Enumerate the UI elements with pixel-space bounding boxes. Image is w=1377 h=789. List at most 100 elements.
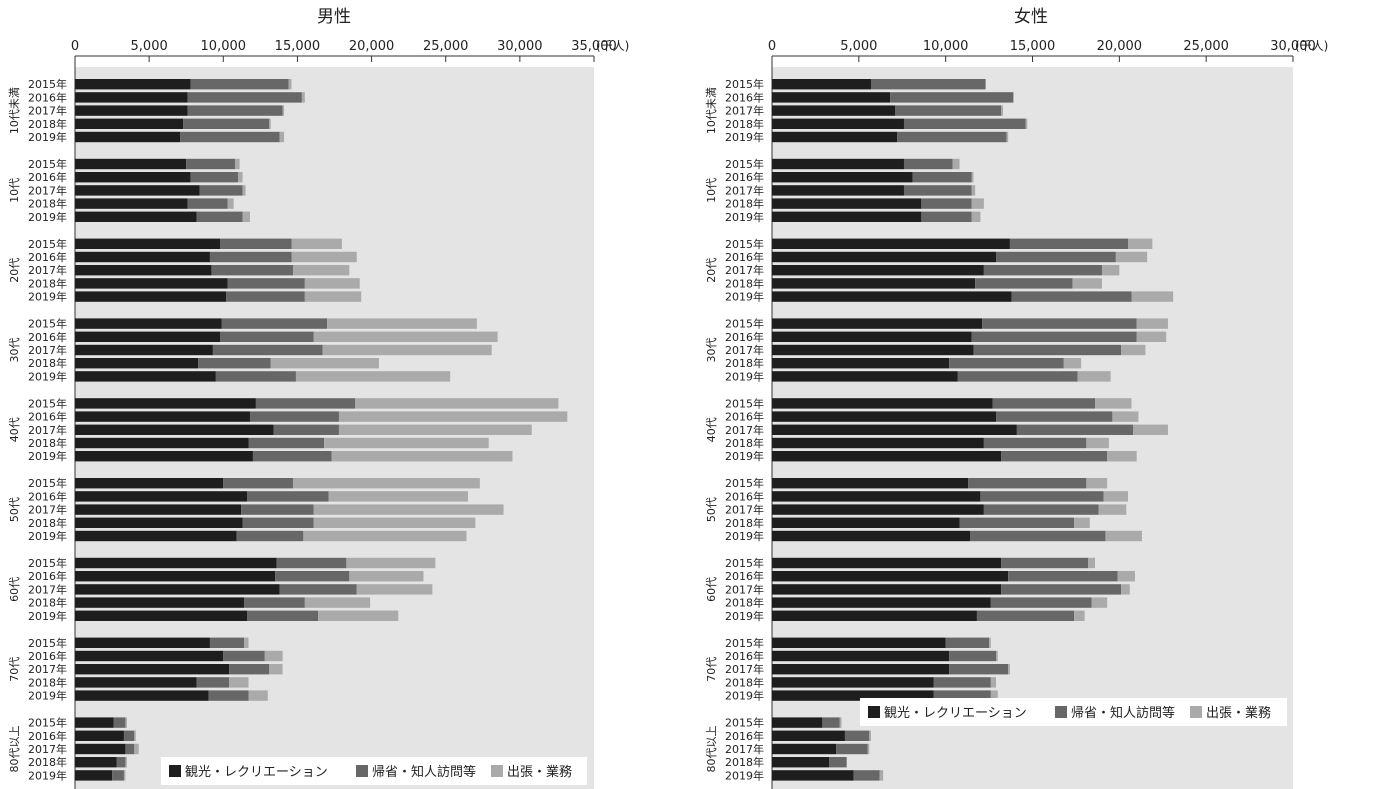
bar-segment: [772, 411, 997, 422]
bar-segment: [75, 451, 253, 462]
bar-segment: [879, 770, 884, 781]
group-label: 30代: [705, 338, 718, 363]
bar-segment: [125, 743, 135, 755]
group-label: 80代以上: [8, 726, 21, 773]
bar-segment: [822, 717, 840, 728]
year-label: 2016年: [725, 729, 764, 743]
bar-segment: [772, 584, 1002, 595]
bar-segment: [957, 371, 1078, 382]
bar-segment: [134, 730, 136, 741]
year-label: 2018年: [28, 276, 67, 290]
bar-segment: [1088, 557, 1096, 569]
legend-box: [860, 698, 1287, 726]
bar-segment: [971, 185, 976, 196]
group-label: 80代以上: [705, 726, 718, 773]
year-label: 2019年: [725, 529, 764, 543]
bar-segment: [190, 79, 289, 90]
legend-swatch: [491, 765, 503, 777]
bar-segment: [269, 118, 271, 129]
bar-segment: [123, 770, 126, 781]
bar-segment: [890, 92, 1014, 103]
bar-segment: [945, 637, 990, 648]
bar-segment: [252, 451, 332, 462]
chart-title: 女性: [1014, 7, 1048, 27]
bar-segment: [322, 344, 492, 356]
bar-segment: [1016, 424, 1134, 435]
year-label: 2016年: [28, 410, 67, 424]
bar-segment: [1001, 451, 1108, 462]
bar-segment: [949, 664, 1009, 675]
year-label: 2015年: [725, 556, 764, 570]
bar-segment: [313, 331, 498, 342]
year-label: 2017年: [28, 662, 67, 676]
legend: 観光・レクリエーション 帰省・知人訪問等 出張・業務: [860, 698, 1287, 726]
bar-segment: [236, 530, 304, 542]
bar-segment: [1011, 291, 1132, 302]
bar-segment: [1115, 251, 1148, 263]
year-label: 2016年: [725, 410, 764, 424]
bar-segment: [75, 677, 197, 688]
year-label: 2015年: [725, 317, 764, 331]
bar-segment: [903, 118, 1026, 129]
legend-label: 観光・レクリエーション: [884, 706, 1027, 721]
bar-segment: [971, 211, 981, 222]
bar-segment: [1098, 504, 1127, 515]
bar-segment: [75, 770, 113, 781]
year-label: 2015年: [725, 157, 764, 171]
bar-segment: [199, 185, 243, 196]
year-label: 2018年: [28, 516, 67, 530]
bar-segment: [772, 504, 984, 515]
bar-segment: [1121, 344, 1146, 356]
bar-segment: [1077, 371, 1111, 382]
bar-segment: [772, 398, 993, 409]
year-label: 2016年: [28, 569, 67, 583]
bar-segment: [75, 185, 200, 196]
bar-segment: [242, 517, 314, 528]
bar-segment: [229, 664, 270, 675]
legend-label: 帰省・知人訪問等: [1071, 705, 1175, 721]
bar-segment: [248, 437, 325, 449]
year-label: 2016年: [28, 489, 67, 503]
bar-segment: [772, 677, 934, 688]
bar-segment: [123, 730, 135, 741]
year-label: 2018年: [28, 197, 67, 211]
bar-segment: [772, 185, 904, 196]
bar-segment: [772, 318, 983, 329]
year-label: 2018年: [28, 356, 67, 370]
bar-segment: [1008, 664, 1010, 675]
year-label: 2017年: [28, 263, 67, 277]
bar-segment: [75, 92, 188, 103]
group-label: 30代: [8, 338, 21, 363]
bar-segment: [75, 757, 117, 768]
bar-segment: [75, 424, 274, 435]
bar-segment: [1107, 451, 1137, 462]
bar-segment: [75, 717, 114, 728]
bar-segment: [772, 105, 896, 116]
bar-segment: [187, 198, 228, 209]
year-label: 2018年: [725, 675, 764, 689]
bar-segment: [75, 517, 243, 528]
year-label: 2018年: [28, 675, 67, 689]
bar-segment: [209, 637, 245, 648]
x-tick-label: 30,000: [1270, 39, 1316, 54]
bar-segment: [235, 158, 240, 170]
bar-segment: [772, 637, 946, 648]
bar-segment: [772, 371, 958, 382]
bar-segment: [772, 743, 837, 755]
bar-segment: [1009, 238, 1129, 249]
bar-segment: [772, 118, 904, 129]
bar-segment: [772, 79, 871, 90]
bar-segment: [275, 571, 350, 582]
bar-segment: [772, 92, 891, 103]
bar-segment: [836, 743, 868, 755]
year-label: 2019年: [28, 290, 67, 304]
bar-segment: [75, 211, 197, 222]
bar-segment: [247, 610, 319, 621]
bar-segment: [1136, 318, 1168, 329]
year-label: 2018年: [28, 755, 67, 769]
group-label: 10代: [8, 178, 21, 203]
bar-segment: [75, 371, 216, 382]
group-label: 70代: [705, 657, 718, 682]
bar-segment: [844, 730, 870, 741]
bar-segment: [220, 238, 292, 249]
